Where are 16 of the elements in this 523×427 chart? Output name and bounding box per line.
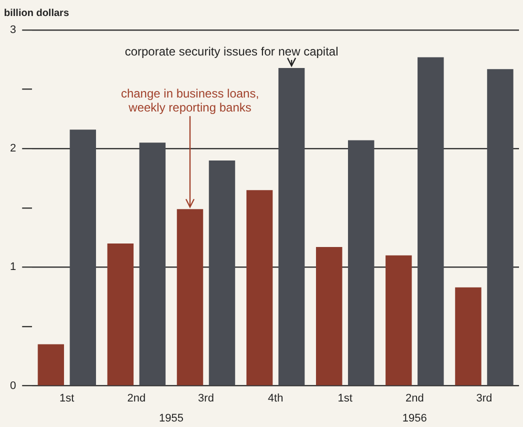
x-tick-label: 2nd bbox=[405, 392, 424, 404]
x-tick-label: 3rd bbox=[198, 392, 214, 404]
text: 1955 bbox=[158, 412, 184, 425]
x-tick-label: 3rd bbox=[476, 392, 492, 404]
x-tick-label: 2nd bbox=[127, 392, 146, 404]
text: 1956 bbox=[402, 412, 427, 425]
y-tick-label: 0 bbox=[10, 380, 16, 392]
y-axis-title: billion dollars bbox=[4, 8, 70, 19]
y-tick-label: 1 bbox=[10, 261, 16, 274]
x-tick-label: 1st bbox=[338, 392, 352, 404]
text: change in business loans, weekly reporting banks bbox=[120, 86, 260, 114]
y-tick-label: 3 bbox=[10, 24, 16, 36]
x-tick-label: 1st bbox=[60, 392, 74, 404]
text: corporate security issues for new capital bbox=[124, 44, 338, 58]
y-tick-label: 2 bbox=[10, 142, 16, 155]
x-tick-label: 4th bbox=[268, 392, 284, 404]
